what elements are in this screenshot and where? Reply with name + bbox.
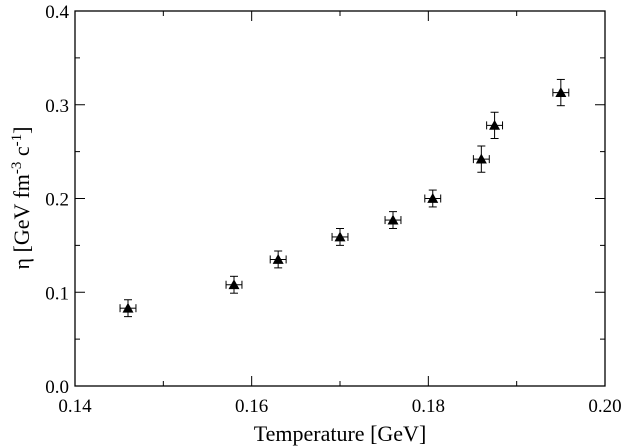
triangle-marker — [555, 87, 567, 97]
x-axis-label: Temperature [GeV] — [254, 421, 427, 446]
y-tick-label: 0.3 — [45, 96, 69, 117]
triangle-marker — [272, 253, 284, 264]
triangle-marker — [334, 231, 346, 242]
y-tick-label: 0.4 — [45, 2, 69, 23]
data-point — [552, 78, 570, 107]
y-tick-label: 0.0 — [45, 377, 69, 398]
axis-ticks: 0.14 0.16 0.18 0.20 0.0 0.1 0.2 0.3 0.4 — [45, 2, 621, 417]
triangle-marker — [122, 302, 134, 313]
triangle-marker — [427, 193, 439, 203]
x-tick-label: 0.14 — [58, 396, 92, 417]
y-label-exponent-1: -3 — [9, 162, 25, 175]
triangle-marker — [387, 214, 399, 225]
y-tick-label: 0.2 — [45, 190, 69, 211]
x-tick-label: 0.18 — [412, 396, 445, 417]
triangle-marker — [228, 279, 240, 290]
y-label-symbol: η — [9, 258, 34, 270]
data-point — [225, 275, 243, 294]
data-point — [384, 211, 402, 229]
y-label-exponent-2: -1 — [9, 134, 25, 147]
data-point — [472, 145, 490, 173]
y-axis-label: η [GeV fm-3 c-1] — [9, 126, 34, 269]
x-tick-label: 0.16 — [235, 396, 268, 417]
y-label-unit-start: [GeV fm — [9, 174, 34, 258]
plot-frame — [74, 10, 606, 387]
data-point — [331, 228, 349, 246]
data-point — [269, 250, 287, 269]
data-points — [119, 78, 570, 318]
data-point — [424, 189, 442, 208]
x-tick-label: 0.20 — [588, 396, 621, 417]
y-label-unit-mid: c — [9, 146, 34, 162]
triangle-marker — [475, 153, 487, 164]
triangle-marker — [489, 119, 501, 130]
y-tick-label: 0.1 — [45, 283, 69, 304]
data-point — [486, 111, 504, 139]
y-label-unit-end: ] — [9, 126, 34, 133]
data-point — [119, 299, 137, 318]
